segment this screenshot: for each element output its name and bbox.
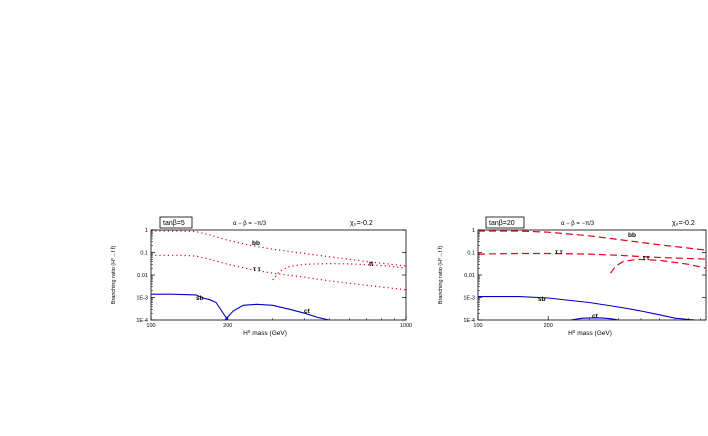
x-axis-label: H⁰ mass (GeV) — [568, 329, 612, 337]
series-line-tt — [272, 262, 406, 281]
series-line-tt — [610, 258, 706, 274]
y-tick-label: 1E-4 — [463, 318, 475, 324]
series-label-bb: bb — [252, 240, 260, 247]
chi-label: χ₀=-0.2 — [350, 220, 373, 227]
series-label-ττ: τ τ — [555, 249, 563, 256]
series-line-ct — [570, 317, 619, 320]
chi-label: χ₀=-0.2 — [672, 220, 695, 227]
tanbeta-box — [159, 216, 193, 229]
tanbeta-label: tanβ=20 — [489, 220, 515, 227]
x-tick-label: 100 — [473, 323, 482, 329]
series-group — [478, 230, 706, 320]
series-line-bb — [478, 230, 706, 251]
y-tick-label: 0.1 — [140, 251, 148, 257]
x-tick-label: 200 — [223, 323, 232, 329]
plot-frame — [477, 229, 707, 321]
series-label-sb: sb — [538, 296, 546, 303]
y-tick-label: 1E-3 — [136, 296, 148, 302]
series-line-ct — [224, 303, 330, 320]
series-line-ττ — [478, 252, 706, 260]
y-tick-label: 0.01 — [464, 273, 475, 279]
alpha-beta-label: α − β = −π/3 — [561, 221, 595, 227]
y-tick-label: 1E-4 — [136, 318, 148, 324]
series-line-bb — [151, 230, 406, 267]
y-tick-label: 1E-3 — [463, 296, 475, 302]
y-tick-label: 1 — [472, 228, 475, 234]
x-tick-label: 1000 — [400, 323, 412, 329]
x-tick-label: 200 — [544, 323, 553, 329]
series-label-tt: tt — [369, 261, 374, 268]
y-axis-label: Branching ratio (H⁰→f f̄) — [437, 246, 444, 305]
series-line-sb — [151, 293, 229, 320]
series-line-sb — [478, 296, 695, 320]
series-label-bb: bb — [628, 232, 636, 239]
series-label-ct: ct — [304, 308, 311, 315]
y-tick-label: 0.1 — [467, 251, 475, 257]
tanbeta-label: tanβ=5 — [163, 220, 185, 227]
y-axis-label: Branching ratio (H⁰→f f̄) — [110, 246, 117, 305]
series-label-ττ: τ τ — [253, 266, 261, 273]
series-group — [151, 230, 406, 320]
series-label-ct: ct — [592, 313, 599, 320]
y-tick-label: 1 — [145, 228, 148, 234]
series-label-sb: sb — [196, 295, 204, 302]
x-tick-label: 100 — [146, 323, 155, 329]
tanbeta-box — [485, 216, 525, 229]
series-label-tt: t t — [643, 255, 650, 262]
alpha-beta-label: α − β = −π/3 — [233, 221, 267, 227]
series-line-ττ — [151, 254, 406, 291]
x-axis-label: H⁰ mass (GeV) — [243, 329, 287, 337]
y-tick-label: 0.01 — [137, 273, 148, 279]
